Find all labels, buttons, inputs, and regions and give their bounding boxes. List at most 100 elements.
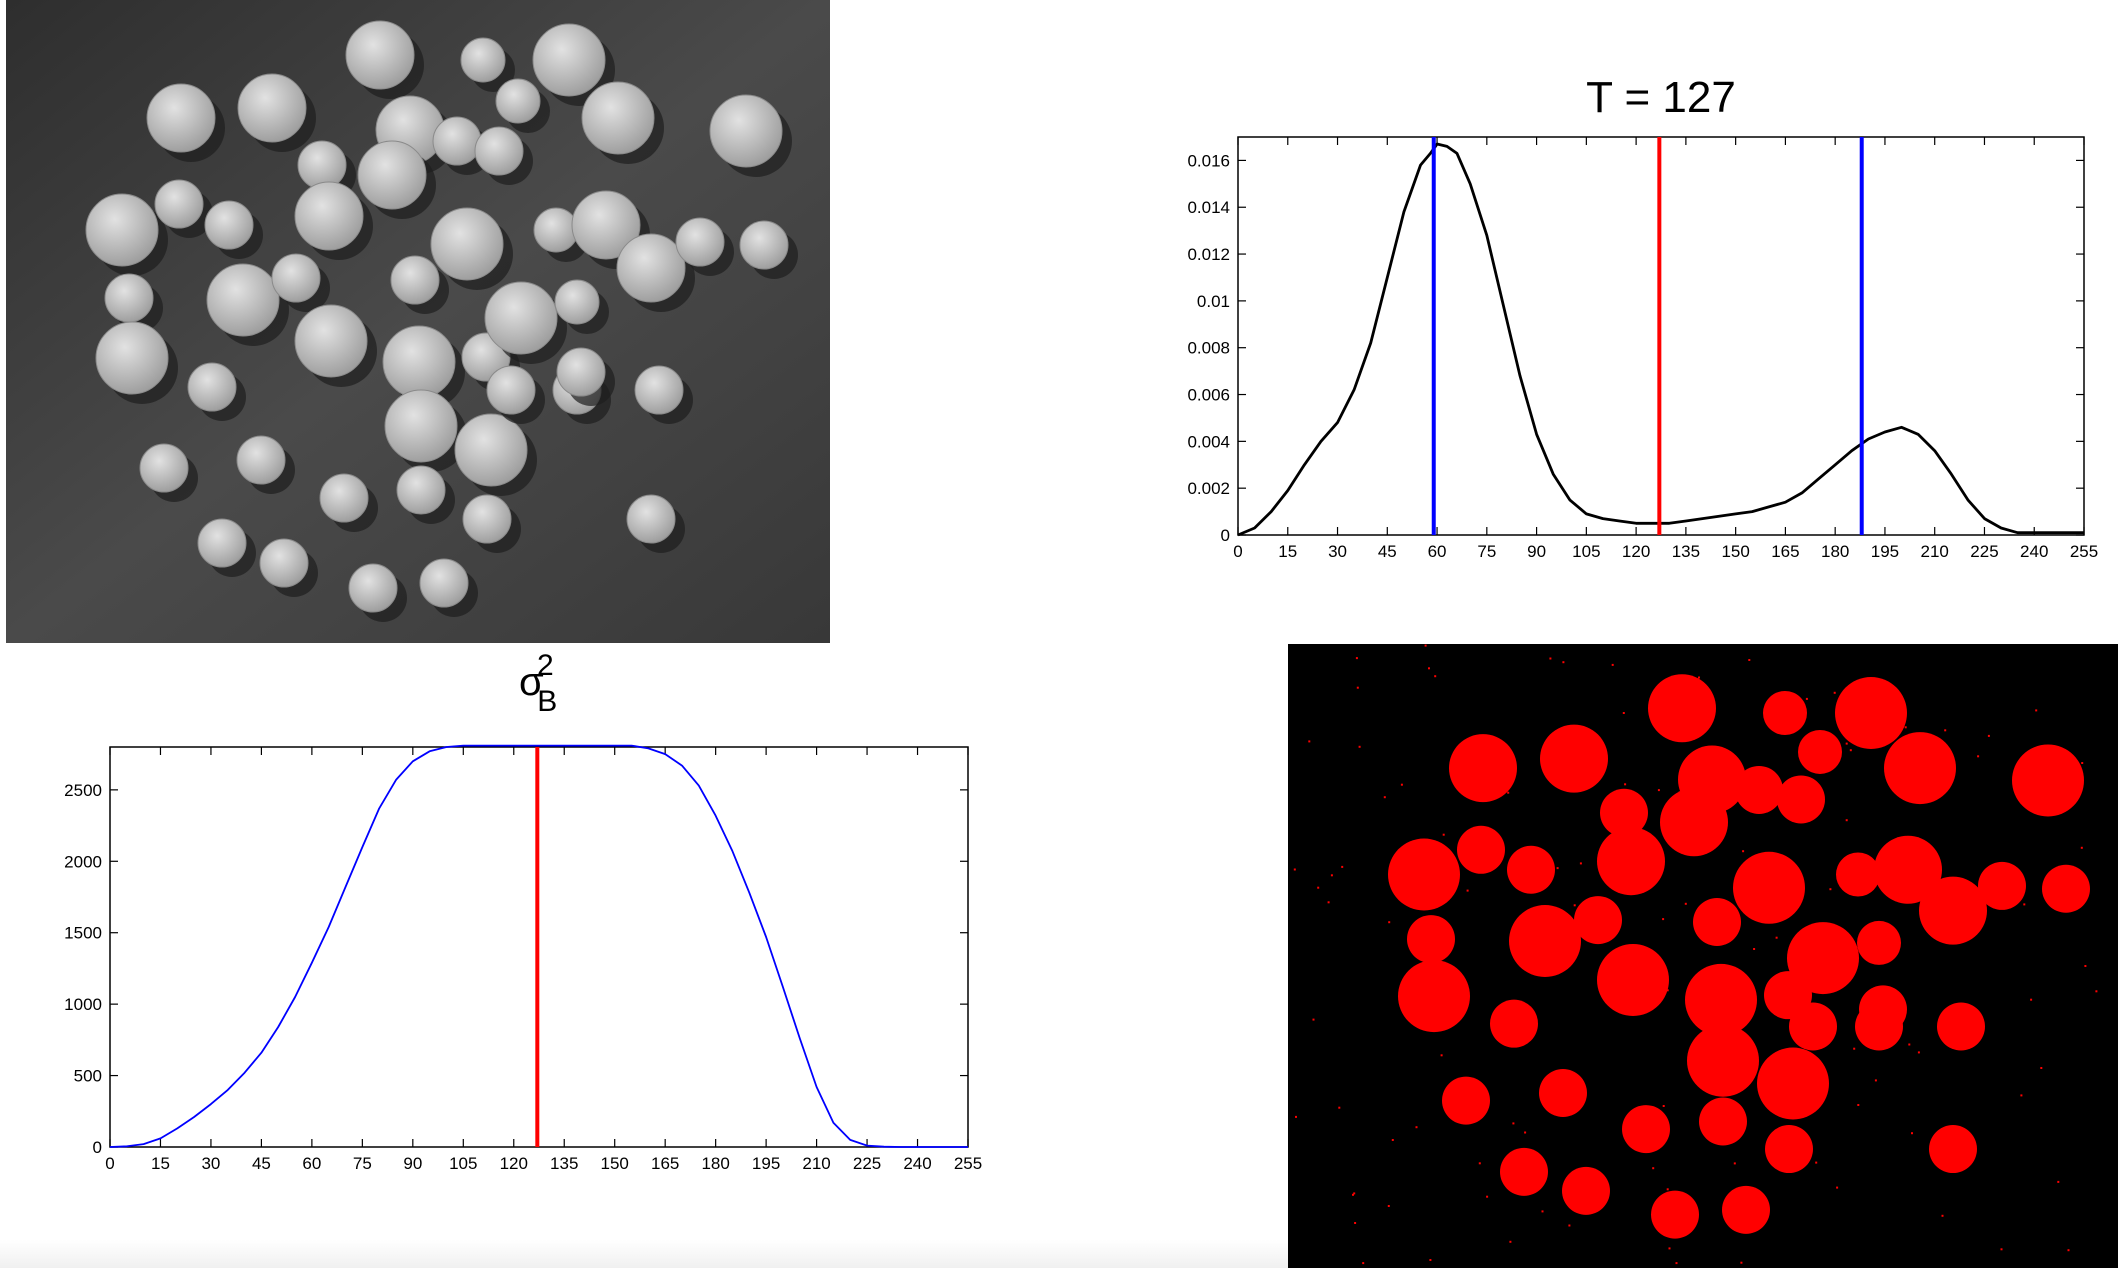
mask-speckle: [1454, 973, 1457, 976]
mask-blob: [1874, 835, 1942, 904]
mask-blob: [1651, 1190, 1699, 1239]
x-tick-label: 90: [403, 1154, 422, 1170]
mask-speckle: [1440, 1054, 1443, 1057]
mask-speckle: [1486, 1195, 1489, 1198]
mask-speckle: [1678, 791, 1681, 794]
y-tick-label: 0.012: [1187, 245, 1230, 264]
mask-speckle: [1429, 1259, 1432, 1261]
histogram-chart: T = 127 0 15 30 45 60 75 90 105 120 135 150 165 180 19…: [1150, 60, 2118, 580]
mask-speckle: [1466, 889, 1469, 892]
mask-blob: [1500, 1147, 1548, 1196]
y-tick-label: 0.016: [1187, 151, 1230, 170]
mask-speckle: [1355, 657, 1358, 660]
mask-speckle: [1857, 1104, 1860, 1106]
x-tick-label: 210: [802, 1154, 830, 1170]
mask-speckle: [1704, 921, 1707, 924]
mask-speckle: [1338, 1106, 1341, 1109]
mask-speckle: [2031, 809, 2034, 811]
mask-speckle: [1853, 1047, 1856, 1050]
mask-speckle: [1701, 1082, 1703, 1085]
coin: [484, 281, 558, 355]
mask-blob: [1699, 1097, 1747, 1146]
x-tick-label: 240: [903, 1154, 931, 1170]
x-tick-label: 120: [1622, 542, 1650, 561]
coin: [474, 126, 524, 176]
mask-speckle: [1775, 936, 1778, 939]
mask-speckle: [1666, 989, 1669, 992]
mask-blob: [1540, 724, 1608, 793]
mask-canvas: [1288, 644, 2118, 1268]
mask-blob: [1735, 765, 1783, 814]
mask-speckle: [1568, 1224, 1571, 1227]
mask-speckle: [1788, 894, 1791, 897]
mask-speckle: [1434, 675, 1437, 678]
coin: [533, 207, 579, 253]
coin: [259, 538, 309, 588]
y-tick-label: 0.01: [1197, 292, 1230, 311]
mask-speckle: [1354, 1222, 1357, 1224]
title-superscript: 2: [537, 649, 554, 682]
series-line: [1237, 142, 2084, 537]
mask-blob: [1757, 1047, 1829, 1120]
mask-speckle: [1941, 1214, 1944, 1217]
x-tick-label: 30: [1328, 542, 1347, 561]
x-tick-label: 105: [1572, 542, 1600, 561]
y-tick-label: 1500: [64, 924, 102, 943]
mask-speckle: [1662, 918, 1665, 921]
mask-speckle: [1653, 691, 1656, 694]
mask-speckle: [1621, 962, 1624, 965]
mask-blob: [1490, 999, 1538, 1048]
mask-speckle: [1834, 740, 1837, 743]
mask-speckle: [1391, 1139, 1394, 1141]
x-tick-label: 150: [1721, 542, 1749, 561]
coin: [104, 273, 154, 323]
mask-blob: [1798, 729, 1842, 774]
x-tick-label: 60: [302, 1154, 321, 1170]
x-tick-label: 135: [550, 1154, 578, 1170]
mask-speckle: [1904, 726, 1907, 729]
mask-speckle: [1849, 749, 1852, 752]
coin: [348, 563, 398, 613]
mask-speckle: [1295, 1115, 1297, 1118]
mask-blob: [1789, 1002, 1837, 1051]
mask-speckle: [1481, 1105, 1484, 1108]
mask-speckle: [1911, 1132, 1913, 1135]
x-tick-label: 0: [1233, 542, 1242, 561]
mask-speckle: [2020, 1094, 2023, 1097]
mask-blob: [1884, 732, 1956, 805]
coin: [390, 255, 440, 305]
mask-blob: [1597, 943, 1669, 1016]
mask-blob: [1388, 838, 1460, 911]
mask-speckle: [1726, 907, 1729, 910]
mask-speckle: [1562, 661, 1565, 664]
mask-blob: [1574, 896, 1622, 945]
coin: [675, 217, 725, 267]
variance-chart: σ 2 B 0 15 30 45 60 75 90 105 120 135 150 165 180 195 210…: [20, 645, 1030, 1173]
mask-speckle: [1293, 868, 1296, 871]
x-tick-label: 225: [1970, 542, 1998, 561]
mask-speckle: [1362, 1262, 1365, 1265]
mask-speckle: [1549, 657, 1552, 660]
mask-speckle: [2000, 1248, 2003, 1251]
mask-blob: [1763, 691, 1807, 735]
mask-blob: [1836, 852, 1880, 897]
mask-speckle: [1308, 740, 1311, 743]
coin: [294, 304, 368, 378]
bottom-shadow: [0, 1240, 1288, 1268]
coin: [495, 78, 541, 124]
mask-speckle: [1358, 745, 1361, 748]
mask-speckle: [1666, 1188, 1669, 1191]
mask-blob: [1442, 1076, 1490, 1125]
y-tick-label: 0: [93, 1138, 102, 1157]
mask-blob: [1919, 876, 1987, 945]
x-tick-label: 135: [1672, 542, 1700, 561]
mask-speckle: [1388, 921, 1391, 924]
coin: [139, 443, 189, 493]
coin: [85, 193, 159, 267]
mask-blob: [1857, 920, 1901, 965]
mask-blob: [1449, 734, 1517, 803]
x-tick-label: 210: [1921, 542, 1949, 561]
coin: [626, 494, 676, 544]
photo-canvas: [6, 0, 830, 643]
mask-speckle: [1837, 955, 1840, 958]
